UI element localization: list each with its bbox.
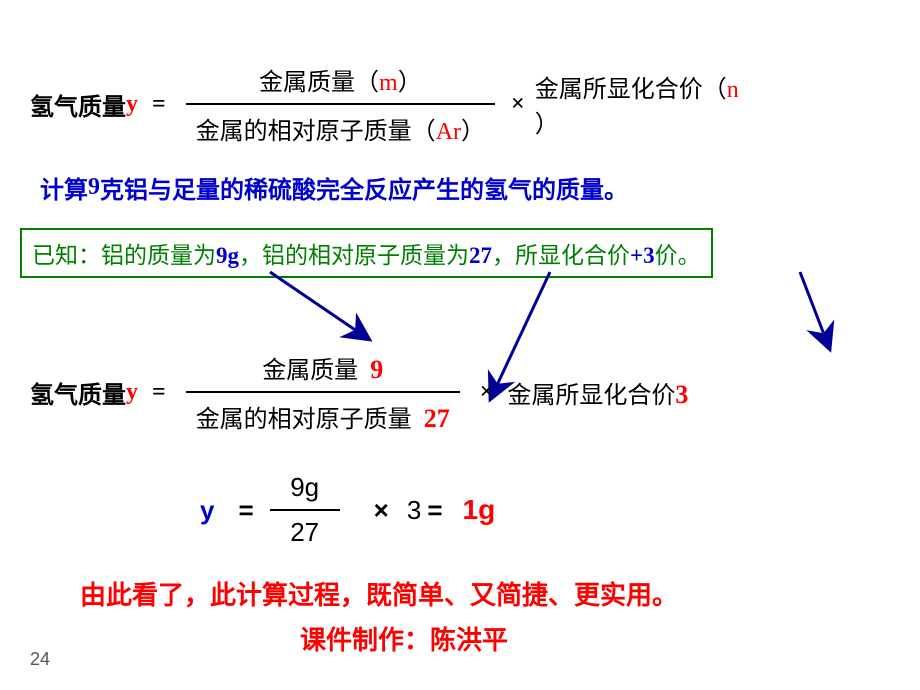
fraction-line (186, 391, 460, 393)
calc-fraction: 9g 27 (270, 470, 340, 550)
f1-lhs-prefix: 氢气质量 (30, 87, 126, 122)
problem-c: 克铝与足量的稀硫酸完全反应产生的氢气的质量。 (100, 170, 628, 205)
arrow-3 (800, 272, 830, 350)
f1-den-suffix: ） (461, 119, 485, 145)
f1-num-var: m (379, 70, 398, 96)
given-mid1: ，铝的相对原子质量为 (239, 243, 469, 268)
problem-b: 9 (88, 174, 100, 201)
f2-equals: = (152, 379, 166, 406)
f1-lhs-var: y (126, 91, 138, 118)
f2-times: × (480, 379, 494, 406)
calc-eq1: = (238, 495, 253, 526)
given-mid2: ，所显化合价 (492, 243, 630, 268)
f1-equals: = (152, 91, 166, 118)
f2-fraction: 金属质量 9 金属的相对原子质量 27 (186, 348, 460, 436)
calc-num: 9g (280, 470, 329, 505)
f1-den-var: Ar (436, 119, 461, 145)
f1-rhs-suffix: ） (535, 112, 559, 138)
calculation: y = 9g 27 × 3 = 1g (200, 470, 495, 550)
f1-rhs-var: n (727, 77, 739, 103)
f1-num-label: 金属质量（ (259, 70, 379, 96)
f1-num-suffix: ） (398, 70, 422, 96)
calc-times: × (374, 495, 389, 526)
calc-result: 1g (463, 494, 496, 526)
fraction-line (270, 509, 340, 511)
arrow-1 (270, 272, 370, 340)
f2-den-label: 金属的相对原子质量 (196, 407, 412, 433)
f2-lhs-prefix: 氢气质量 (30, 375, 126, 410)
given-prefix: 已知：铝的质量为 (32, 243, 216, 268)
credit: 课件制作：陈洪平 (300, 620, 508, 657)
f1-fraction: 金属质量（m） 金属的相对原子质量（Ar） (186, 60, 495, 148)
given-v1: 9g (216, 243, 239, 268)
f2-rhs-val: 3 (675, 380, 688, 409)
given-v2: 27 (469, 243, 492, 268)
f1-times: × (511, 91, 525, 118)
page-number: 24 (30, 649, 50, 670)
formula-2: 氢气质量 y = 金属质量 9 金属的相对原子质量 27 × 金属所显化合价3 (30, 348, 688, 436)
problem-a: 计算 (40, 170, 88, 205)
given-v3: +3 (630, 243, 655, 268)
f1-rhs-label: 金属所显化合价（ (535, 77, 727, 103)
f2-den-val: 27 (424, 404, 450, 433)
given-suffix: 价。 (655, 243, 701, 268)
calc-mult: 3 (407, 495, 421, 526)
f2-rhs-label: 金属所显化合价 (507, 383, 675, 409)
problem-statement: 计算 9 克铝与足量的稀硫酸完全反应产生的氢气的质量。 (40, 170, 628, 205)
formula-1: 氢气质量 y = 金属质量（m） 金属的相对原子质量（Ar） × 金属所显化合价… (30, 60, 739, 148)
calc-eq2: = (427, 495, 442, 526)
fraction-line (186, 103, 495, 105)
calc-den: 27 (280, 515, 329, 550)
f1-den-label: 金属的相对原子质量（ (196, 119, 436, 145)
given-box: 已知：铝的质量为9g，铝的相对原子质量为27，所显化合价+3价。 (20, 228, 713, 278)
f2-num-label: 金属质量 (262, 358, 358, 384)
calc-var: y (200, 495, 214, 526)
f2-num-val: 9 (370, 355, 383, 384)
f2-lhs-var: y (126, 379, 138, 406)
conclusion: 由此看了，此计算过程，既简单、又简捷、更实用。 (80, 575, 678, 612)
